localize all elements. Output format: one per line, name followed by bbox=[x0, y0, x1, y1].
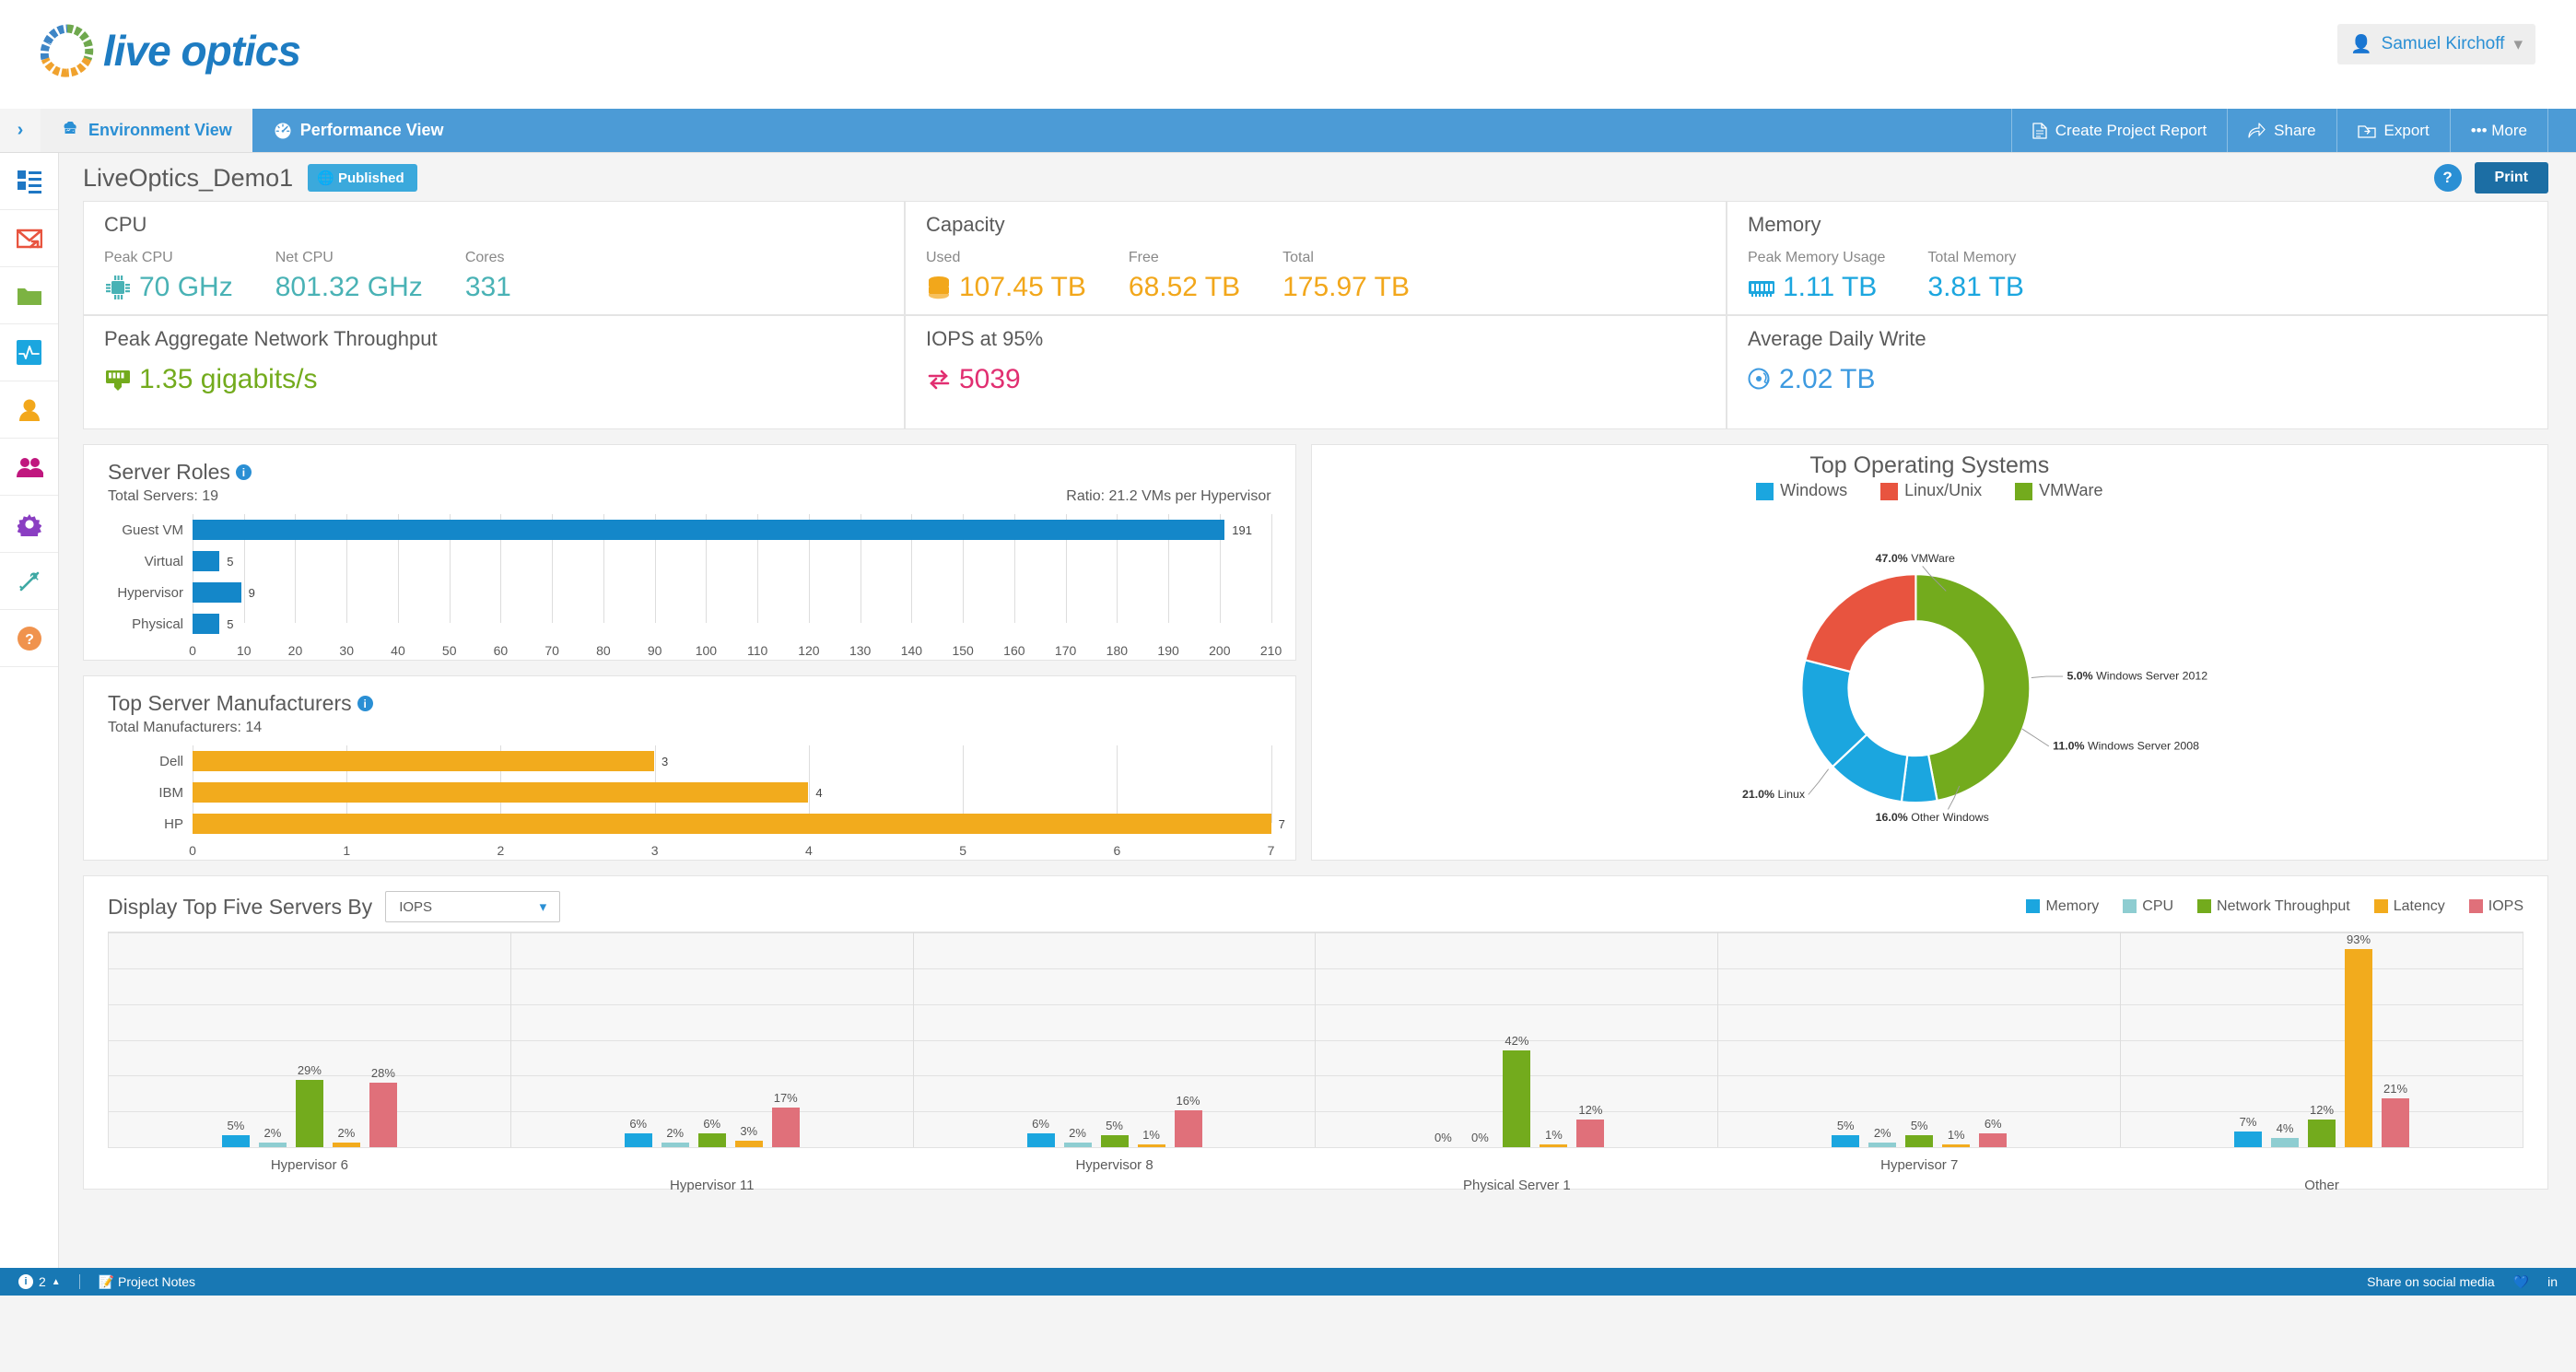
svg-text:11.0% Windows Server 2008: 11.0% Windows Server 2008 bbox=[2053, 740, 2199, 753]
svg-text:47.0% VMWare: 47.0% VMWare bbox=[1876, 552, 1955, 565]
svg-text:5.0% Windows Server 2012: 5.0% Windows Server 2012 bbox=[2067, 670, 2208, 683]
svg-text:16.0% Other Windows: 16.0% Other Windows bbox=[1876, 811, 1989, 823]
svg-text:?: ? bbox=[25, 632, 34, 648]
svg-text:21.0% Linux: 21.0% Linux bbox=[1742, 788, 1806, 801]
